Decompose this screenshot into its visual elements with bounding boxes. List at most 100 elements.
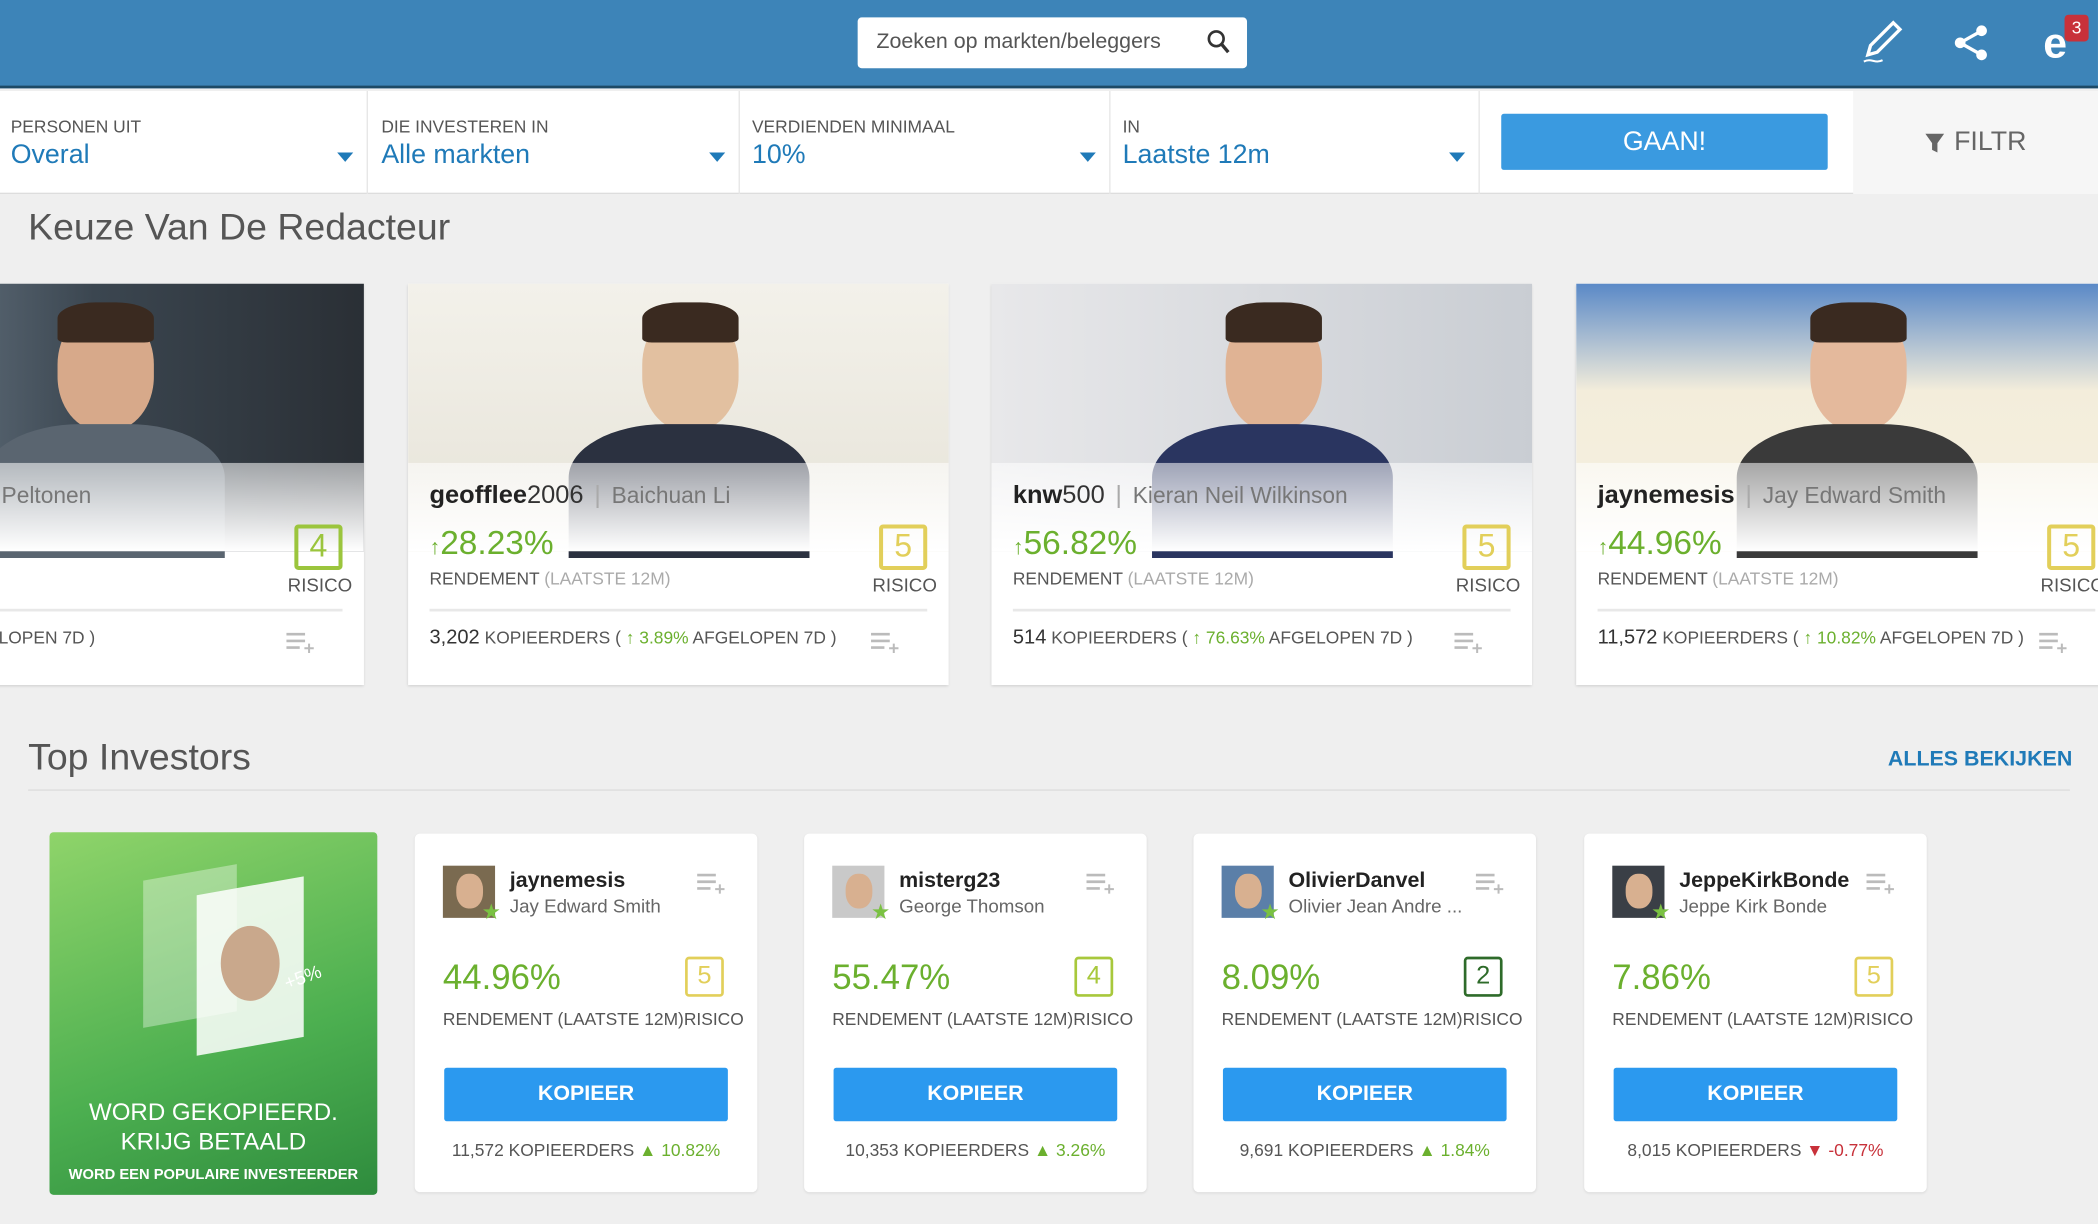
triangle-up-icon: ▲ — [1418, 1139, 1436, 1161]
risk-score: 5 — [1854, 956, 1894, 997]
filter-invest-in[interactable]: DIE INVESTEREN IN Alle markten — [371, 90, 740, 195]
return-label: RENDEMENT (LAATSTE 12M)RISICO — [1612, 1008, 1914, 1029]
view-all-link[interactable]: ALLES BEKIJKEN — [1887, 747, 2073, 771]
promo-banner[interactable]: +5% WORD GEKOPIEERD. KRIJG BETAALD WORD EE… — [49, 832, 378, 1195]
search-placeholder: Zoeken op markten/beleggers — [876, 30, 1161, 54]
full-name: Olivier Jean Andre ... — [1288, 895, 1463, 917]
editor-card[interactable]: knw500 | Kieran Neil Wilkinson ↑56.82% REN… — [991, 283, 1533, 686]
star-icon: ★ — [1651, 901, 1671, 925]
trader-name: eady|Patryk Peltonen — [0, 482, 91, 511]
filter-label: DIE INVESTEREN IN — [381, 116, 549, 137]
filter-value: Overal — [10, 140, 90, 170]
avatar[interactable] — [442, 865, 496, 918]
return-value: ↑28.23% — [429, 524, 554, 562]
full-name: Baichuan Li — [611, 483, 731, 509]
add-to-watchlist-icon[interactable] — [1086, 872, 1115, 894]
promo-line1: WORD GEKOPIEERD. — [88, 1098, 338, 1126]
filter-period[interactable]: IN Laatste 12m — [1112, 90, 1480, 195]
arrow-up-icon: ↑ — [1597, 536, 1609, 560]
return-label: RENDEMENT (LAATSTE 12M)RISICO — [832, 1008, 1134, 1029]
copiers-info: RS ( ↑ 7.60% AFGELOPEN 7D ) — [0, 627, 96, 648]
return-label: RENDEMENT (LAATSTE 12M) — [1012, 568, 1254, 589]
star-icon: ★ — [871, 901, 891, 925]
add-to-watchlist-icon[interactable] — [286, 632, 315, 653]
go-button[interactable]: GAAN! — [1501, 113, 1828, 170]
promo-line2: KRIJG BETAALD — [120, 1127, 307, 1155]
username[interactable]: geofflee — [429, 481, 527, 510]
return-label: RENDEMENT (LAATSTE 12M) — [429, 568, 671, 589]
filter-icon — [1925, 133, 1945, 152]
avatar[interactable] — [1612, 865, 1665, 918]
username[interactable]: OlivierDanvel — [1288, 869, 1426, 893]
copiers-info: 8,015 KOPIEERDERS ▼ -0.77% — [1627, 1139, 1884, 1161]
return-label: RENDEMENT (LAATSTE 12M)RISICO — [1221, 1008, 1523, 1029]
risk-label: RISICO — [2040, 574, 2098, 596]
add-to-watchlist-icon[interactable] — [697, 872, 726, 894]
risk-label: RISICO — [287, 574, 353, 596]
copiers-info: 3,202 KOPIEERDERS ( ↑ 3.89% AFGELOPEN 7D… — [429, 626, 837, 649]
editor-card[interactable]: geofflee2006 | Baichuan Li ↑28.23% RENDEME… — [408, 283, 949, 686]
investor-card[interactable]: ★ misterg23 George Thomson 55.47% 4 REND… — [804, 833, 1147, 1193]
star-icon: ★ — [1260, 901, 1280, 925]
divider — [0, 608, 343, 612]
investor-card[interactable]: ★ jaynemesis Jay Edward Smith 44.96% 5 R… — [414, 833, 758, 1193]
pencil-icon[interactable] — [1857, 19, 1905, 67]
trader-name: knw500 | Kieran Neil Wilkinson — [1012, 481, 1348, 510]
avatar[interactable] — [832, 865, 885, 918]
copiers-info: 11,572 KOPIEERDERS ▲ 10.82% — [451, 1139, 721, 1161]
investor-card[interactable]: ★ OlivierDanvel Olivier Jean Andre ... 8… — [1193, 833, 1537, 1193]
filter-earned-min[interactable]: VERDIENDEN MINIMAAL 10% — [741, 90, 1111, 195]
add-to-watchlist-icon[interactable] — [871, 632, 900, 653]
add-to-watchlist-icon[interactable] — [1475, 872, 1505, 894]
risk-score: 4 — [1074, 956, 1114, 997]
copy-button[interactable]: KOPIEER — [1222, 1067, 1507, 1122]
copiers-info: 9,691 KOPIEERDERS ▲ 1.84% — [1239, 1139, 1490, 1161]
chevron-down-icon — [1449, 152, 1466, 162]
risk-label: RISICO — [1455, 574, 1521, 596]
copy-button[interactable]: KOPIEER — [444, 1067, 728, 1122]
promo-face-image — [220, 925, 280, 1001]
section-title-editors: Keuze Van De Redacteur — [28, 206, 451, 248]
full-name: Patryk Peltonen — [0, 483, 92, 509]
return-value: ↑44.96% — [1597, 524, 1722, 562]
notifications-icon[interactable]: e — [2043, 18, 2068, 67]
trader-name: jaynemesis | Jay Edward Smith — [1597, 481, 1946, 510]
add-to-watchlist-icon[interactable] — [2039, 632, 2068, 653]
risk-score: 2 — [1463, 956, 1503, 997]
username[interactable]: jaynemesis — [509, 869, 626, 893]
divider — [429, 608, 928, 612]
username-suffix: 2006 — [526, 481, 584, 510]
username[interactable]: JeppeKirkBonde — [1679, 869, 1850, 893]
username[interactable]: misterg23 — [899, 869, 1001, 893]
notification-badge: 3 — [2064, 14, 2089, 42]
add-to-watchlist-icon[interactable] — [1866, 872, 1896, 894]
username[interactable]: knw — [1012, 481, 1063, 510]
return-value: 55.47% — [832, 956, 951, 997]
copiers-info: 514 KOPIEERDERS ( ↑ 76.63% AFGELOPEN 7D … — [1012, 626, 1413, 649]
investor-card[interactable]: ★ JeppeKirkBonde Jeppe Kirk Bonde 7.86% … — [1584, 833, 1927, 1193]
full-name: George Thomson — [899, 895, 1045, 917]
copy-button[interactable]: KOPIEER — [1613, 1067, 1898, 1122]
share-icon[interactable] — [1947, 19, 1995, 67]
filter-persons-from[interactable]: PERSONEN UIT Overal — [0, 90, 368, 195]
search-icon[interactable] — [1207, 29, 1231, 62]
copy-button[interactable]: KOPIEER — [833, 1067, 1118, 1122]
username-suffix: 500 — [1062, 481, 1105, 510]
avatar[interactable] — [1221, 865, 1274, 918]
risk-score: 4 — [294, 524, 343, 570]
trader-name: geofflee2006 | Baichuan Li — [429, 481, 731, 510]
divider — [1597, 608, 2096, 612]
section-title-top-investors: Top Investors — [28, 735, 251, 778]
editor-card[interactable]: jaynemesis | Jay Edward Smith ↑44.96% REND… — [1576, 283, 2098, 686]
username[interactable]: jaynemesis — [1597, 481, 1735, 510]
photo-fade — [0, 462, 364, 552]
search-input[interactable]: Zoeken op markten/beleggers — [857, 17, 1248, 69]
add-to-watchlist-icon[interactable] — [1454, 632, 1483, 653]
filter-button[interactable]: FILTR — [1853, 90, 2098, 195]
arrow-up-icon: ↑ — [1012, 536, 1024, 560]
filter-value: Alle markten — [381, 140, 531, 170]
return-value: 7.86% — [1612, 956, 1711, 997]
copiers-info: 10,353 KOPIEERDERS ▲ 3.26% — [845, 1139, 1106, 1161]
editor-card[interactable]: eady|Patryk Peltonen TSTE 12M) 4 RISICO … — [0, 283, 364, 686]
